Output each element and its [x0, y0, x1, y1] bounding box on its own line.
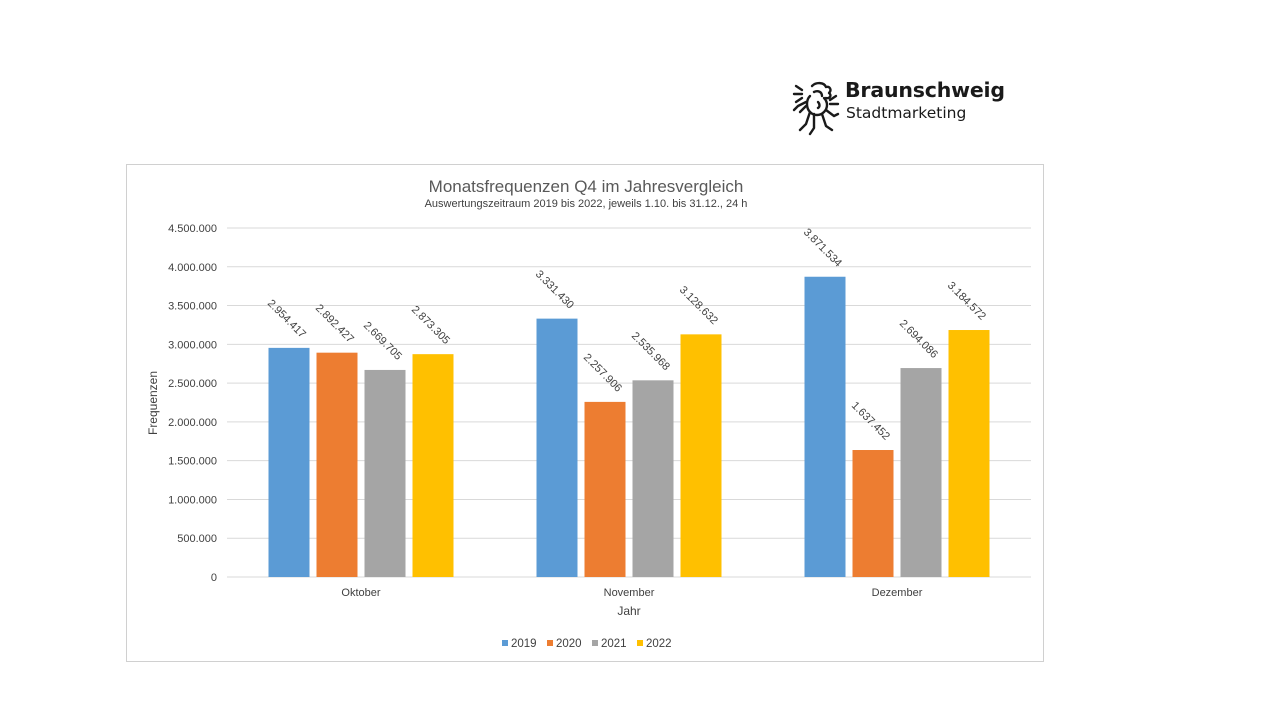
y-tick-label: 2.000.000 [168, 417, 217, 429]
chart-frame: Monatsfrequenzen Q4 im Jahresvergleich A… [126, 164, 1044, 662]
y-tick-label: 3.500.000 [168, 301, 217, 313]
bar-2019-dezember [804, 276, 846, 577]
data-label: 2.954.417 [265, 298, 308, 341]
y-tick-label: 0 [211, 572, 217, 584]
legend-item-2022: 2022 [646, 638, 672, 650]
y-tick-label: 1.000.000 [168, 494, 217, 506]
legend-swatch [502, 640, 508, 646]
data-label: 3.331.430 [533, 268, 576, 311]
lion-emblem-icon [792, 81, 840, 136]
bar-2021-dezember [900, 368, 942, 577]
data-label: 2.257.906 [581, 352, 624, 395]
y-tick-label: 1.500.000 [168, 456, 217, 468]
bar-2022-november [680, 334, 722, 577]
y-tick-label: 4.500.000 [168, 223, 217, 235]
x-tick-label: Oktober [341, 587, 380, 599]
bar-2022-dezember [948, 330, 990, 577]
legend-item-2020: 2020 [556, 638, 582, 650]
y-tick-label: 500.000 [177, 533, 217, 545]
legend-swatch [547, 640, 553, 646]
legend-item-2021: 2021 [601, 638, 627, 650]
bar-2020-november [584, 401, 626, 577]
bar-2020-dezember [852, 450, 894, 577]
x-tick-label: November [604, 587, 655, 599]
bar-2020-oktober [316, 352, 358, 577]
chart-title: Monatsfrequenzen Q4 im Jahresvergleich [429, 177, 744, 196]
chart-subtitle: Auswertungszeitraum 2019 bis 2022, jewei… [425, 198, 748, 210]
data-label: 2.669.705 [361, 320, 404, 363]
data-label: 3.184.572 [945, 280, 988, 323]
bar-2021-oktober [364, 369, 406, 577]
logo-subtitle: Stadtmarketing [846, 104, 967, 122]
logo-name: Braunschweig [845, 78, 1005, 102]
y-tick-label: 2.500.000 [168, 378, 217, 390]
bar-chart: Monatsfrequenzen Q4 im Jahresvergleich A… [146, 177, 1031, 650]
data-label: 3.871.534 [801, 226, 844, 269]
bar-2021-november [632, 380, 674, 577]
y-axis-label: Frequenzen [146, 371, 160, 435]
bar-2019-november [536, 318, 578, 577]
x-tick-label: Dezember [872, 587, 923, 599]
bar-2019-oktober [268, 347, 310, 577]
data-label: 2.535.968 [629, 330, 672, 373]
logo: Braunschweig Stadtmarketing [792, 78, 1005, 140]
bar-2022-oktober [412, 354, 454, 577]
legend-swatch [637, 640, 643, 646]
y-tick-label: 3.000.000 [168, 339, 217, 351]
legend-item-2019: 2019 [511, 638, 537, 650]
data-label: 2.892.427 [313, 302, 356, 345]
data-label: 2.873.305 [409, 304, 452, 347]
data-label: 2.694.086 [897, 318, 940, 361]
x-axis-label: Jahr [617, 604, 640, 618]
y-tick-label: 4.000.000 [168, 262, 217, 274]
legend-swatch [592, 640, 598, 646]
data-label: 1.637.452 [849, 400, 892, 443]
